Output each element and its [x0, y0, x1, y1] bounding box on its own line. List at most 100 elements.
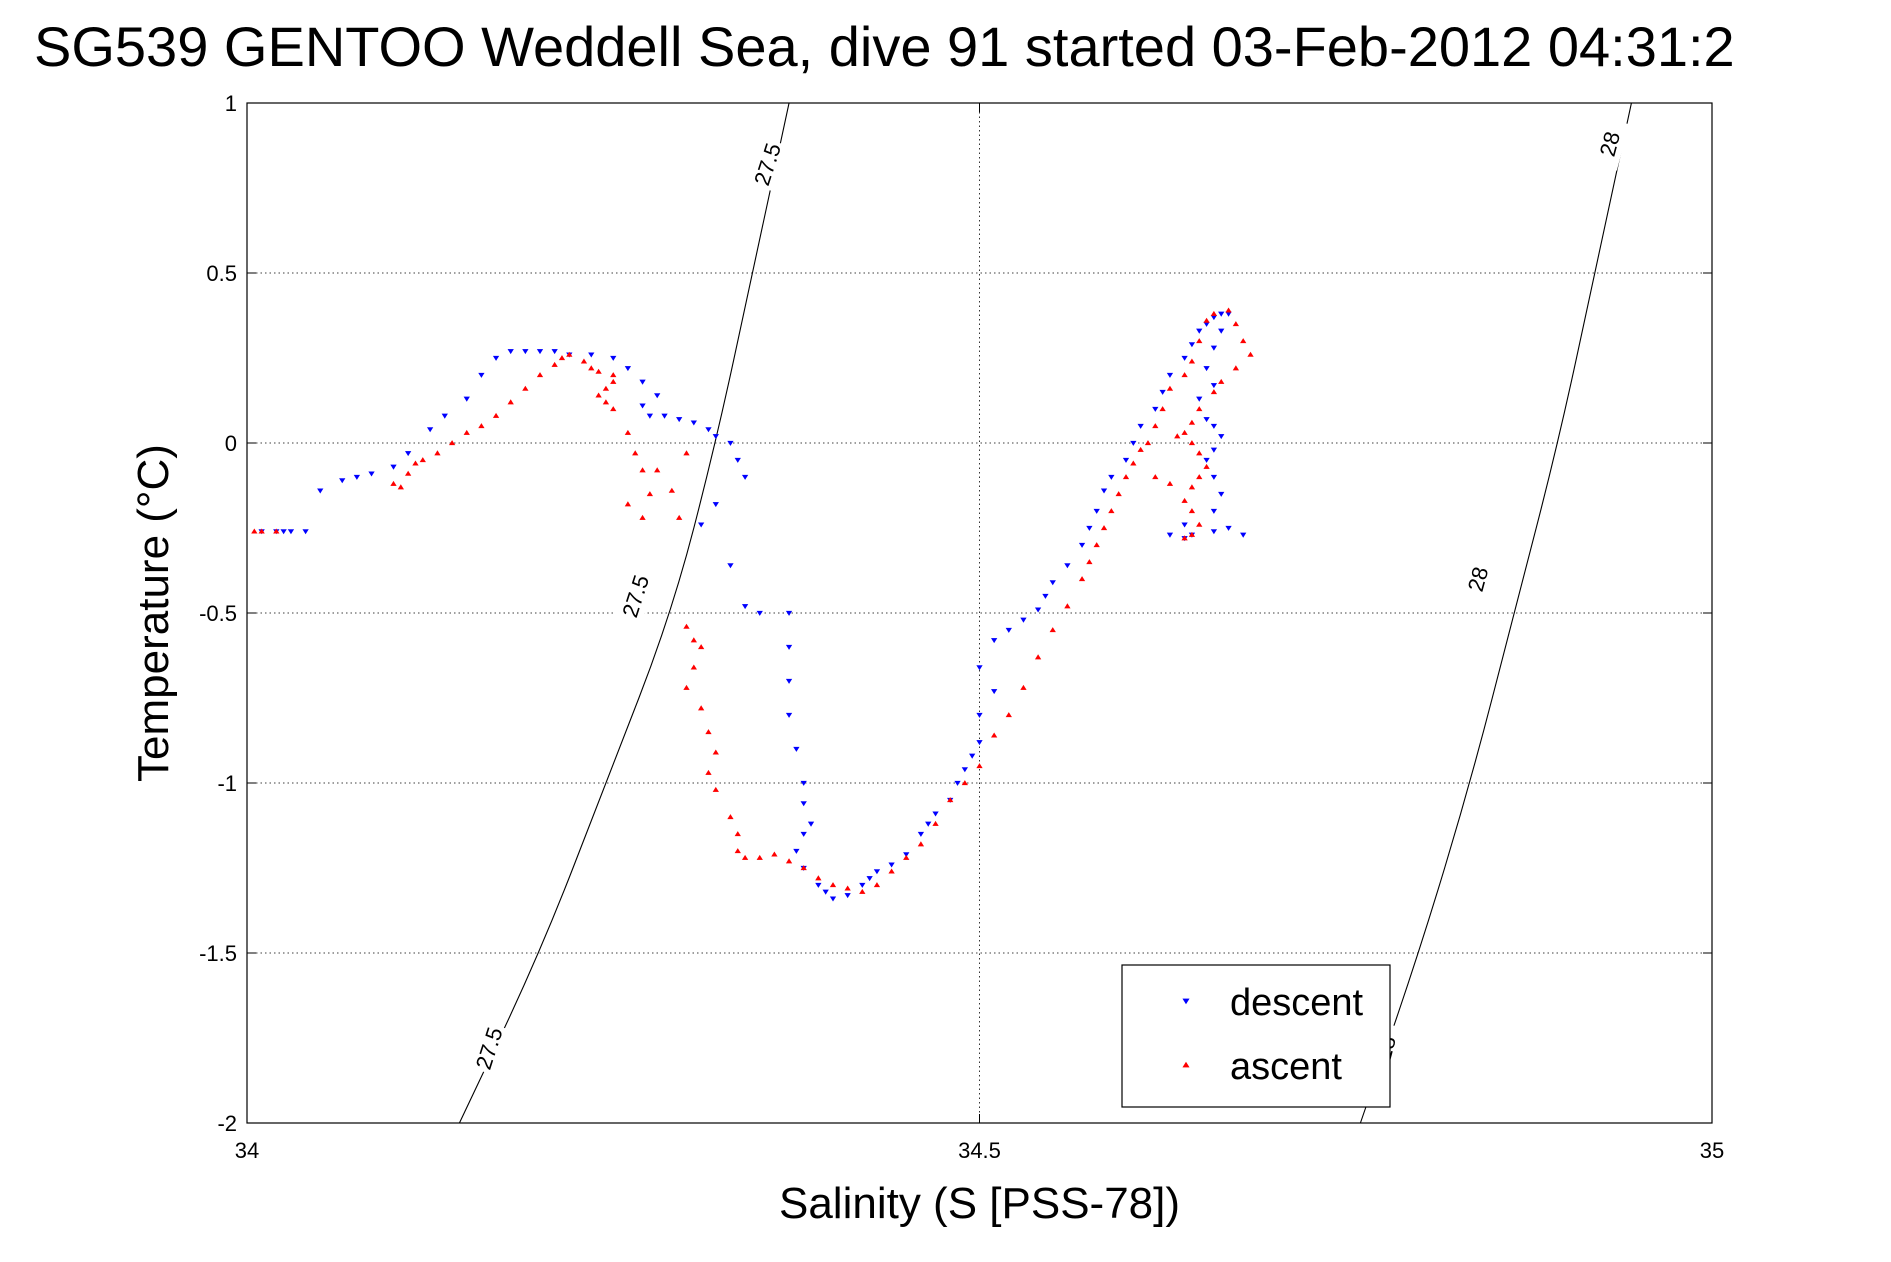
descent-point: [610, 355, 617, 361]
ascent-point: [507, 399, 514, 405]
descent-point: [954, 780, 961, 786]
ascent-point: [683, 450, 690, 456]
descent-point: [866, 876, 873, 882]
density-contours: 27.527.527.5282828: [458, 102, 1632, 1124]
descent-point: [302, 529, 309, 535]
density-contour-line: [458, 102, 790, 1124]
descent-point: [785, 644, 793, 650]
descent-point: [727, 440, 734, 446]
ascent-point: [412, 460, 419, 466]
descent-point: [507, 349, 514, 355]
ascent-point: [1203, 317, 1210, 323]
descent-point: [1086, 525, 1093, 531]
legend-marker-glyph: [1182, 998, 1190, 1005]
descent-point: [793, 848, 800, 854]
descent-point: [654, 393, 661, 399]
descent-point: [991, 638, 998, 644]
ascent-point: [756, 854, 763, 860]
descent-point: [741, 604, 749, 610]
descent-point: [698, 522, 705, 528]
ascent-point: [712, 786, 719, 792]
ascent-point: [1181, 535, 1188, 541]
ascent-point: [397, 484, 404, 490]
descent-point: [785, 712, 793, 718]
ascent-point: [1247, 351, 1254, 357]
descent-point: [690, 420, 697, 426]
ascent-point: [1196, 406, 1203, 412]
contour-label: 27.5: [471, 1024, 508, 1072]
ascent-point: [1181, 497, 1188, 503]
ascent-point: [1086, 559, 1093, 565]
series-ascent: [251, 307, 1254, 894]
ascent-point: [991, 732, 998, 738]
ascent-point: [595, 392, 602, 398]
descent-point: [859, 882, 866, 888]
descent-point: [844, 893, 851, 899]
descent-point: [1225, 311, 1232, 317]
ascent-point: [1078, 576, 1086, 582]
ascent-point: [639, 467, 646, 473]
ascent-point: [610, 406, 617, 412]
ascent-point: [690, 664, 697, 670]
descent-point: [551, 349, 558, 355]
descent-point: [353, 474, 361, 480]
ascent-point: [1122, 474, 1130, 480]
descent-point: [624, 366, 632, 372]
ascent-point: [251, 528, 258, 534]
descent-point: [1166, 372, 1174, 378]
descent-point: [1188, 342, 1196, 348]
descent-point: [317, 488, 324, 494]
descent-point: [1225, 525, 1232, 531]
ascent-point: [1196, 474, 1203, 480]
ascent-point: [602, 399, 610, 405]
descent-point: [991, 689, 998, 695]
descent-point: [829, 896, 837, 902]
ascent-point: [536, 372, 544, 378]
descent-point: [1137, 423, 1144, 429]
descent-point: [536, 349, 544, 355]
ascent-point: [961, 780, 968, 786]
ascent-point: [800, 865, 807, 871]
descent-point: [1210, 315, 1218, 321]
ascent-point: [1166, 385, 1174, 391]
descent-point: [639, 403, 646, 409]
ascent-point: [522, 385, 529, 391]
contour-label-bg: [1589, 117, 1630, 171]
descent-point: [1203, 321, 1210, 327]
descent-point: [1159, 389, 1166, 395]
ascent-point: [947, 797, 954, 803]
ascent-point: [705, 769, 712, 775]
ascent-point: [405, 470, 412, 476]
descent-point: [1093, 508, 1100, 514]
legend-marker-glyph: [1182, 1061, 1190, 1068]
ascent-point: [654, 467, 661, 473]
descent-point: [969, 753, 976, 759]
ascent-point: [1181, 429, 1188, 435]
ascent-point: [434, 450, 441, 456]
ascent-point: [785, 858, 793, 864]
descent-point: [1181, 522, 1188, 528]
descent-point: [1042, 593, 1049, 599]
descent-point: [1020, 617, 1027, 623]
chart-title: SG539 GENTOO Weddell Sea, dive 91 starte…: [34, 15, 1735, 78]
ascent-point: [646, 491, 654, 497]
descent-point: [1210, 345, 1218, 351]
descent-point: [463, 396, 470, 402]
ascent-point: [698, 644, 705, 650]
ascent-point: [932, 820, 939, 826]
grid: [246, 102, 1713, 1124]
ascent-point: [1225, 307, 1232, 313]
descent-point: [676, 417, 683, 423]
legend-marker-ascent: [1182, 1061, 1190, 1068]
ascent-point: [610, 372, 617, 378]
descent-point: [807, 821, 815, 827]
descent-point: [756, 610, 763, 616]
ascent-point: [566, 351, 573, 357]
descent-point: [925, 821, 932, 827]
descent-point: [1218, 311, 1225, 317]
descent-point: [873, 869, 881, 875]
ascent-point: [1188, 531, 1196, 537]
descent-point: [888, 862, 895, 868]
ascent-point: [829, 882, 837, 888]
descent-point: [1203, 366, 1210, 372]
